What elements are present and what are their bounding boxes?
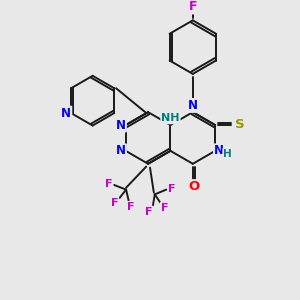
Text: S: S: [235, 118, 245, 130]
Text: O: O: [188, 180, 200, 193]
Text: N: N: [188, 99, 198, 112]
Text: N: N: [61, 106, 71, 120]
Text: F: F: [105, 179, 112, 189]
Text: N: N: [214, 144, 224, 158]
Text: N: N: [116, 144, 126, 158]
Text: F: F: [111, 198, 118, 208]
Text: F: F: [145, 207, 153, 217]
Text: F: F: [160, 203, 168, 213]
Text: F: F: [168, 184, 176, 194]
Text: H: H: [223, 149, 232, 159]
Text: N: N: [116, 118, 126, 132]
Text: F: F: [127, 202, 135, 212]
Text: NH: NH: [161, 113, 180, 123]
Text: F: F: [189, 1, 197, 13]
